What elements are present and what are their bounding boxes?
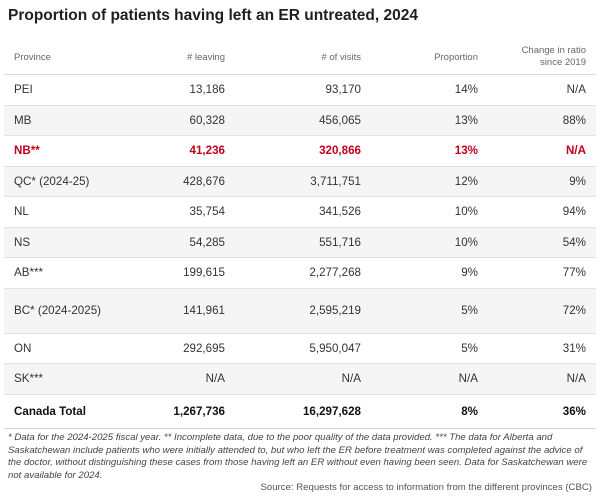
table-row: PEI 13,186 93,170 14% N/A <box>4 74 596 106</box>
change-cell: 72% <box>488 288 596 334</box>
change-cell: 94% <box>488 196 596 228</box>
proportion-cell: 9% <box>371 257 488 289</box>
visits-cell: 320,866 <box>235 135 371 167</box>
column-header-province: Province <box>4 40 129 75</box>
leaving-cell: 141,961 <box>129 288 235 334</box>
proportion-cell: N/A <box>371 363 488 395</box>
visits-cell: 93,170 <box>235 74 371 106</box>
province-cell: AB*** <box>4 257 129 289</box>
table-row: NS 54,285 551,716 10% 54% <box>4 227 596 258</box>
leaving-cell: N/A <box>129 363 235 395</box>
visits-cell: 16,297,628 <box>235 394 371 429</box>
table-row: MB 60,328 456,065 13% 88% <box>4 105 596 136</box>
province-cell: SK*** <box>4 363 129 395</box>
header-row: Province # leaving # of visits Proportio… <box>4 40 596 75</box>
change-cell: 31% <box>488 333 596 364</box>
leaving-cell: 1,267,736 <box>129 394 235 429</box>
leaving-cell: 54,285 <box>129 227 235 258</box>
table-body: PEI 13,186 93,170 14% N/A MB 60,328 456,065 13% 8… <box>4 74 596 429</box>
change-cell: 36% <box>488 394 596 429</box>
leaving-cell: 199,615 <box>129 257 235 289</box>
source-note: Source: Requests for access to informati… <box>260 482 592 493</box>
visits-cell: 5,950,047 <box>235 333 371 364</box>
proportion-cell: 8% <box>371 394 488 429</box>
column-header-proportion: Proportion <box>371 40 488 75</box>
visits-cell: 551,716 <box>235 227 371 258</box>
province-cell: QC* (2024-25) <box>4 166 129 197</box>
visits-cell: 456,065 <box>235 105 371 136</box>
visits-cell: 2,595,219 <box>235 288 371 334</box>
total-row: Canada Total 1,267,736 16,297,628 8% 36% <box>4 394 596 429</box>
visits-cell: N/A <box>235 363 371 395</box>
change-cell: 77% <box>488 257 596 289</box>
leaving-cell: 60,328 <box>129 105 235 136</box>
proportion-cell: 5% <box>371 288 488 334</box>
proportion-cell: 5% <box>371 333 488 364</box>
leaving-cell: 35,754 <box>129 196 235 228</box>
table-row: BC* (2024-2025) 141,961 2,595,219 5% 72% <box>4 288 596 334</box>
visits-cell: 341,526 <box>235 196 371 228</box>
proportion-cell: 13% <box>371 135 488 167</box>
leaving-cell: 428,676 <box>129 166 235 197</box>
table-row: SK*** N/A N/A N/A N/A <box>4 363 596 395</box>
table-row: NB** 41,236 320,866 13% N/A <box>4 135 596 167</box>
proportion-cell: 10% <box>371 227 488 258</box>
table-row: QC* (2024-25) 428,676 3,711,751 12% 9% <box>4 166 596 197</box>
proportion-cell: 14% <box>371 74 488 106</box>
chart-title: Proportion of patients having left an ER… <box>8 7 418 24</box>
column-header-visits: # of visits <box>235 40 371 75</box>
leaving-cell: 13,186 <box>129 74 235 106</box>
proportion-cell: 12% <box>371 166 488 197</box>
visits-cell: 3,711,751 <box>235 166 371 197</box>
change-cell: 9% <box>488 166 596 197</box>
change-cell: 54% <box>488 227 596 258</box>
province-cell: PEI <box>4 74 129 106</box>
change-cell: 88% <box>488 105 596 136</box>
data-table: Province # leaving # of visits Proportio… <box>4 40 596 429</box>
province-cell: NB** <box>4 135 129 167</box>
province-cell: ON <box>4 333 129 364</box>
leaving-cell: 41,236 <box>129 135 235 167</box>
proportion-cell: 10% <box>371 196 488 228</box>
table-row: NL 35,754 341,526 10% 94% <box>4 196 596 228</box>
leaving-cell: 292,695 <box>129 333 235 364</box>
province-cell: Canada Total <box>4 394 129 429</box>
column-header-change: Change in ratio since 2019 <box>488 40 596 75</box>
visits-cell: 2,277,268 <box>235 257 371 289</box>
change-cell: N/A <box>488 363 596 395</box>
column-header-leaving: # leaving <box>129 40 235 75</box>
change-cell: N/A <box>488 135 596 167</box>
province-cell: NS <box>4 227 129 258</box>
province-cell: NL <box>4 196 129 228</box>
table-row: ON 292,695 5,950,047 5% 31% <box>4 333 596 364</box>
footnote: * Data for the 2024-2025 fiscal year. **… <box>8 432 588 481</box>
province-cell: MB <box>4 105 129 136</box>
change-cell: N/A <box>488 74 596 106</box>
table-row: AB*** 199,615 2,277,268 9% 77% <box>4 257 596 289</box>
proportion-cell: 13% <box>371 105 488 136</box>
province-cell: BC* (2024-2025) <box>4 288 129 334</box>
